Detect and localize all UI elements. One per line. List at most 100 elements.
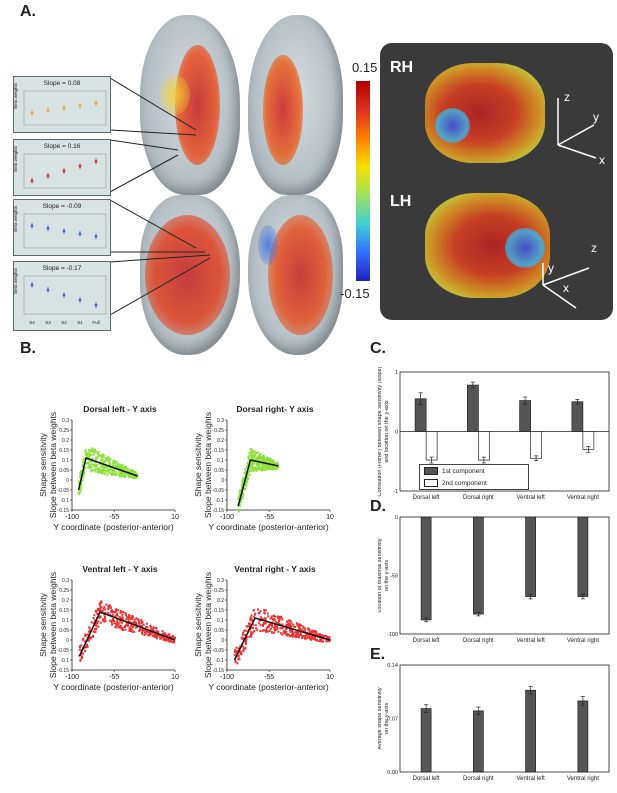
- scatter-point: [90, 460, 93, 463]
- scatter-point: [297, 636, 300, 639]
- scatter-point: [166, 635, 169, 638]
- scatter-point: [103, 472, 106, 475]
- scatter-point: [84, 633, 87, 636]
- scatter-point: [253, 456, 256, 459]
- scatter-point: [264, 617, 267, 620]
- bar: [425, 431, 438, 461]
- scatter-point: [134, 621, 137, 624]
- scatter-point: [94, 456, 97, 459]
- scatter-point: [121, 626, 124, 629]
- y-tick-label: -0.1: [215, 658, 224, 664]
- scatter-point: [168, 640, 171, 643]
- scatter-point: [289, 635, 292, 638]
- inset-point: [30, 111, 34, 115]
- scatter-point: [130, 621, 133, 624]
- scatter-point: [242, 631, 245, 634]
- inset-xtick-label: Full: [92, 320, 99, 325]
- hemisphere-3d-panel: RH LH z y x z y x: [380, 43, 613, 320]
- scatter-point: [132, 476, 135, 479]
- scatter-point: [83, 640, 86, 643]
- bar-y-tick-label: 0: [395, 430, 398, 436]
- scatter-point: [268, 468, 271, 471]
- scatter-point: [254, 458, 257, 461]
- y-axis-label-line: Slope between beta weights: [203, 412, 213, 518]
- scatter-point: [241, 633, 244, 636]
- scatter-point: [249, 631, 252, 634]
- scatter-point: [310, 636, 313, 639]
- scatter-point: [141, 632, 144, 635]
- scatter-point: [246, 476, 249, 479]
- scatter-point: [278, 615, 281, 618]
- scatter-point: [123, 474, 126, 477]
- scatter-point: [246, 466, 249, 469]
- scatter-point: [283, 629, 286, 632]
- scatter-point: [244, 639, 247, 642]
- scatter-point: [128, 474, 131, 477]
- scatter-point: [102, 454, 105, 457]
- scatter-point: [275, 625, 278, 628]
- scatter-point: [259, 616, 262, 619]
- scatter-point: [274, 628, 277, 631]
- scatter-point: [145, 626, 148, 629]
- scatter-title: Ventral right - Y axis: [234, 564, 316, 574]
- scatter-point: [303, 637, 306, 640]
- scatter-point: [98, 467, 101, 470]
- scatter-point: [255, 469, 258, 472]
- scatter-point: [272, 462, 275, 465]
- scatter-point: [173, 641, 176, 644]
- scatter-point: [264, 622, 267, 625]
- scatter-point: [88, 449, 91, 452]
- scatter-point: [250, 633, 253, 636]
- scatter-point: [288, 628, 291, 631]
- scatter-point: [259, 610, 262, 613]
- scatter-point: [264, 459, 267, 462]
- scatter-point: [89, 467, 92, 470]
- scatter-point: [292, 623, 295, 626]
- scatter-point: [82, 471, 85, 474]
- scatter-point: [87, 466, 90, 469]
- scatter-point: [242, 477, 245, 480]
- scatter-point: [239, 650, 242, 653]
- scatter-point: [236, 662, 239, 665]
- scatter-point: [82, 637, 85, 640]
- scatter-point: [149, 624, 152, 627]
- scatter-point: [241, 645, 244, 648]
- scatter-point: [80, 481, 83, 484]
- scatter-point: [128, 476, 131, 479]
- scatter-point: [279, 627, 282, 630]
- scatter-point: [102, 607, 105, 610]
- scatter-point: [131, 617, 134, 620]
- bar-category-label: Ventral left: [516, 638, 545, 644]
- scatter-point: [238, 495, 241, 498]
- scatter-point: [106, 457, 109, 460]
- scatter-point: [274, 625, 277, 628]
- scatter-point: [79, 488, 82, 491]
- scatter-point: [124, 466, 127, 469]
- scatter-point: [258, 466, 261, 469]
- scatter-point: [261, 469, 264, 472]
- scatter-point: [121, 613, 124, 616]
- scatter-point: [86, 456, 89, 459]
- scatter-point: [92, 617, 95, 620]
- scatter-point: [289, 625, 292, 628]
- scatter-point: [249, 451, 252, 454]
- scatter-point: [295, 636, 298, 639]
- scatter-point: [107, 460, 110, 463]
- scatter-point: [81, 476, 84, 479]
- slope-inset-plot: S4 S3 S2 S1 Full: [23, 275, 107, 325]
- scatter-point: [94, 449, 97, 452]
- scatter-point: [81, 461, 84, 464]
- scatter-point: [247, 477, 250, 480]
- scatter-point: [95, 611, 98, 614]
- scatter-point: [114, 626, 117, 629]
- scatter-point: [258, 462, 261, 465]
- scatter-point: [130, 471, 133, 474]
- y-tick-label: 0.2: [217, 598, 224, 604]
- scatter-point: [94, 631, 97, 634]
- scatter-point: [245, 479, 248, 482]
- scatter-point: [248, 468, 251, 471]
- scatter-point: [126, 624, 129, 627]
- scatter-point: [103, 606, 106, 609]
- scatter-point: [84, 650, 87, 653]
